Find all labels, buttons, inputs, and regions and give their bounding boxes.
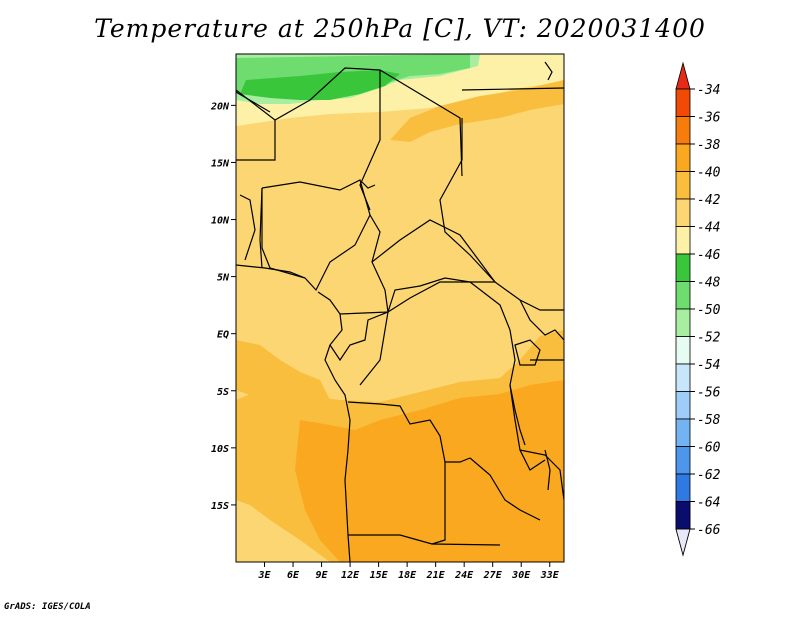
colorbar-swatch — [675, 226, 691, 255]
lon-label: 9E — [316, 570, 329, 581]
colorbar-label: -34 — [697, 83, 720, 98]
border-mali-burkina — [236, 120, 276, 161]
lon-label: 3E — [257, 570, 271, 581]
lon-label: 24E — [454, 570, 474, 581]
lat-label: 20N — [210, 101, 230, 112]
colorbar-label: -42 — [697, 193, 721, 208]
lon-label: 33E — [540, 570, 560, 581]
credit-text: GrADS: IGES/COLA — [4, 602, 91, 612]
lat-label: 15N — [211, 158, 230, 169]
border-east-lakes — [509, 329, 546, 471]
colorbar-label: -44 — [697, 221, 720, 236]
colorbar-swatch — [675, 473, 691, 502]
lon-label: 6E — [287, 570, 300, 581]
colorbar-swatch — [675, 171, 691, 200]
lon-label: 15E — [370, 570, 389, 581]
colorbar-label: -60 — [697, 441, 721, 456]
border-congo-gabon — [329, 311, 389, 386]
border-south-sudan — [494, 281, 564, 311]
colorbar-swatch — [675, 336, 691, 365]
field-orange-deep-south — [295, 380, 564, 562]
border-cameroon — [317, 214, 389, 315]
colorbar-bottom-arrow-fill — [675, 528, 691, 557]
border-benin — [259, 187, 263, 269]
lat-label: 15S — [211, 501, 229, 512]
border-nigeria — [261, 179, 371, 292]
colorbar-label: -62 — [697, 468, 721, 483]
colorbar-label: -40 — [697, 166, 721, 181]
coastline-west-africa — [236, 264, 306, 279]
colorbar-swatch — [675, 116, 691, 145]
colorbar-label: -46 — [697, 248, 721, 263]
colorbar-swatch-navy — [675, 501, 691, 530]
lake-victoria-shore — [514, 339, 541, 366]
lon-label: 30E — [511, 570, 531, 581]
colorbar-swatch — [675, 281, 691, 310]
lon-label: 12E — [341, 570, 360, 581]
border-mozambique — [519, 449, 564, 501]
axis-ticks — [231, 104, 551, 567]
lat-label: 10N — [211, 216, 230, 227]
lon-label: 21E — [426, 570, 446, 581]
colorbar-swatch — [675, 308, 691, 337]
country-borders — [236, 61, 564, 562]
colorbar-label: -64 — [697, 496, 720, 511]
plot-frame — [235, 53, 565, 563]
colorbar-label: -50 — [697, 303, 721, 318]
colorbar-label: -36 — [697, 111, 721, 126]
longitude-labels: 3E 6E 9E 12E 15E 18E 21E 24E 27E 30E 33E — [257, 570, 559, 581]
colorbar-label: -38 — [697, 138, 721, 153]
coastline-gabon-angola — [324, 344, 351, 562]
colorbar-label: -56 — [697, 386, 721, 401]
colorbar-top-arrow — [675, 61, 691, 90]
border-drc-angola — [347, 401, 471, 463]
lake-tanganyika — [509, 384, 526, 446]
colorbar-swatch — [675, 446, 691, 475]
colorbar-label: -54 — [697, 358, 720, 373]
lat-label: 5S — [217, 387, 229, 398]
colorbar-swatch — [675, 253, 691, 282]
lake-chad — [361, 181, 376, 189]
lat-label: 5N — [217, 273, 230, 284]
colorbar-swatch — [675, 391, 691, 420]
field-orange-ne-band — [390, 80, 564, 142]
border-uganda-kenya — [519, 299, 564, 341]
colorbar-swatch — [675, 88, 691, 117]
field-orange-west-patch — [236, 340, 330, 402]
colorbar-swatch — [675, 418, 691, 447]
border-namibia — [348, 534, 501, 546]
border-car — [371, 219, 497, 313]
border-egypt-sudan — [461, 87, 564, 91]
lon-label: 18E — [398, 570, 417, 581]
colorbar-swatch — [675, 143, 691, 172]
colorbar-swatch — [675, 363, 691, 392]
latitude-labels: 20N 15N 10N 5N EQ 5S 10S 15S — [210, 101, 230, 512]
chart-title: Temperature at 250hPa [C], VT: 202003140… — [94, 14, 706, 43]
temperature-field — [236, 54, 564, 562]
lake-malawi — [544, 449, 551, 491]
border-angola-zambia — [431, 462, 446, 545]
lat-label: 10S — [211, 444, 229, 455]
border-drc-north — [387, 281, 511, 331]
lon-label: 27E — [483, 570, 503, 581]
field-green-dark — [240, 70, 400, 100]
border-zambia-drc — [469, 457, 541, 521]
border-togo-ghana — [239, 194, 256, 261]
colorbar-label: -52 — [697, 331, 721, 346]
colorbar: -34 -36 -38 -40 -42 -44 -46 -48 -50 -52 -54 -56 -58 -… — [675, 61, 721, 557]
border-algeria-niger — [236, 90, 271, 113]
red-sea-coast — [544, 61, 553, 81]
colorbar-label: -58 — [697, 413, 721, 428]
colorbar-swatch — [675, 198, 691, 227]
colorbar-label: -66 — [697, 523, 721, 538]
colorbar-label: -48 — [697, 276, 721, 291]
lat-label: EQ — [217, 330, 229, 341]
border-chad-sudan — [439, 118, 496, 283]
